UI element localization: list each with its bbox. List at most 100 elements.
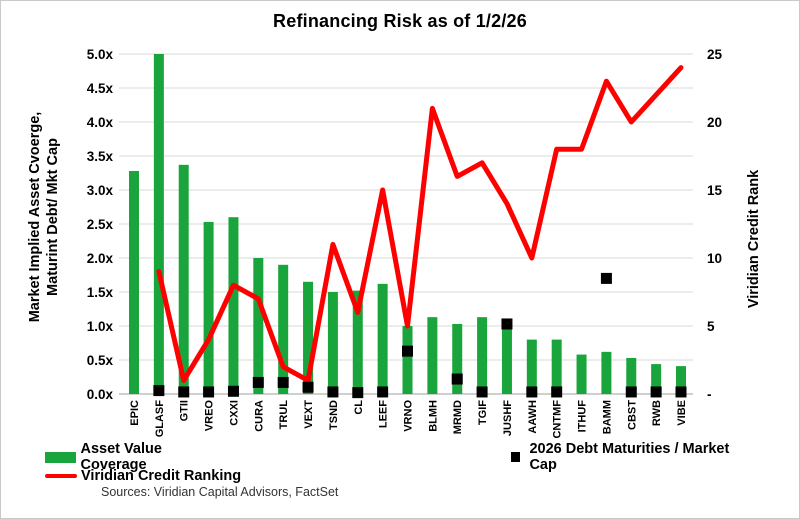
- marker-VEXT: [302, 381, 314, 393]
- x-label-VREO: VREO: [204, 400, 216, 432]
- left-axis-tick: 5.0x: [87, 47, 114, 62]
- x-label-LEEF: LEEF: [378, 400, 390, 428]
- x-label-GLASF: GLASF: [154, 400, 166, 438]
- line-swatch-icon: [45, 474, 77, 478]
- x-label-VRNO: VRNO: [403, 400, 415, 432]
- bar-TRUL: [278, 264, 289, 394]
- x-label-TSND: TSND: [328, 400, 340, 430]
- bar-BAMM: [601, 351, 612, 394]
- right-axis-tick: 5: [707, 319, 715, 334]
- x-label-BLMH: BLMH: [427, 400, 439, 432]
- x-label-VIBE: VIBE: [676, 400, 688, 426]
- marker-TGIF: [476, 386, 488, 398]
- marker-AAWH: [526, 386, 538, 398]
- legend-line-label: Viridian Credit Ranking: [81, 468, 242, 484]
- marker-LEEF: [377, 386, 389, 398]
- x-label-EPIC: EPIC: [129, 400, 141, 426]
- left-axis-tick: 1.5x: [87, 285, 114, 300]
- marker-MRMD: [451, 373, 463, 385]
- right-axis-tick: 20: [707, 115, 722, 130]
- bar-CBST: [626, 357, 637, 394]
- bar-EPIC: [129, 170, 139, 394]
- right-axis-tick: 10: [707, 251, 722, 266]
- x-label-GTII: GTII: [179, 400, 191, 421]
- bar-JUSHF: [501, 322, 512, 394]
- left-axis-title-line2: Maturint Debt/ Mkt Cap: [45, 138, 62, 296]
- credit-ranking-line: [156, 65, 684, 383]
- bar-RWB: [651, 364, 662, 394]
- left-axis-tick: 3.5x: [87, 149, 114, 164]
- bar-LEEF: [377, 283, 388, 394]
- x-label-ITHUF: ITHUF: [577, 400, 589, 433]
- legend-item-asset-value-coverage: Asset Value Coverage: [45, 441, 230, 473]
- right-axis-title: Viridian Credit Rank: [746, 169, 762, 309]
- left-axis-title: Market Implied Asset Cvoerge, Maturint D…: [26, 47, 66, 387]
- right-axis-tick: 15: [707, 183, 723, 198]
- x-label-MRMD: MRMD: [452, 400, 464, 434]
- marker-CBST: [625, 386, 637, 398]
- x-label-JUSHF: JUSHF: [502, 400, 514, 436]
- marker-GLASF: [153, 385, 165, 397]
- legend-scatter-label: 2026 Debt Maturities / Market Cap: [529, 441, 730, 473]
- bar-CNTMF: [551, 339, 562, 394]
- left-axis-tick: 0.0x: [87, 387, 114, 402]
- x-label-BAMM: BAMM: [601, 400, 613, 434]
- bar-CURA: [253, 258, 264, 394]
- marker-CXXI: [227, 385, 239, 397]
- marker-CNTMF: [551, 386, 563, 398]
- bar-VREO: [203, 221, 214, 394]
- left-axis-tick: 4.5x: [87, 81, 114, 96]
- source-note: Sources: Viridian Capital Advisors, Fact…: [101, 485, 339, 499]
- marker-CURA: [252, 376, 264, 388]
- chart-title: Refinancing Risk as of 1/2/26: [273, 11, 527, 31]
- bar-VIBE: [676, 366, 686, 394]
- legend-bar-label: Asset Value Coverage: [80, 441, 162, 473]
- bar-BLMH: [427, 317, 438, 394]
- legend-item-debt-maturities: 2026 Debt Maturities / Market Cap: [510, 441, 757, 473]
- x-label-TGIF: TGIF: [477, 400, 489, 425]
- left-axis-tick: 3.0x: [87, 183, 114, 198]
- x-label-AAWH: AAWH: [527, 400, 539, 434]
- marker-JUSHF: [501, 318, 513, 330]
- bar-ITHUF: [576, 354, 587, 394]
- x-label-CNTMF: CNTMF: [552, 400, 564, 439]
- legend-item-credit-ranking: Viridian Credit Ranking: [45, 468, 241, 484]
- bar-CL: [352, 290, 363, 394]
- bar-VEXT: [303, 281, 314, 394]
- chart-legend: Asset Value Coverage 2026 Debt Maturitie…: [45, 441, 757, 486]
- marker-VREO: [203, 386, 215, 398]
- bar-GTII: [178, 164, 189, 394]
- square-marker-icon: [510, 452, 521, 462]
- x-label-CBST: CBST: [626, 400, 638, 430]
- x-label-TRUL: TRUL: [278, 400, 290, 430]
- x-label-RWB: RWB: [651, 400, 663, 426]
- marker-BAMM: [600, 272, 612, 284]
- bar-GLASF: [153, 54, 164, 394]
- left-axis-tick: 2.5x: [87, 217, 114, 232]
- marker-CL: [352, 387, 364, 399]
- left-axis-tick: 4.0x: [87, 115, 114, 130]
- bar-TGIF: [477, 317, 488, 394]
- marker-VIBE: [675, 386, 687, 398]
- x-label-CURA: CURA: [253, 400, 265, 432]
- marker-GTII: [178, 386, 190, 398]
- bar-TSND: [327, 292, 338, 394]
- left-axis-tick: 0.5x: [87, 353, 114, 368]
- right-axis-tick: 25: [707, 47, 723, 62]
- left-axis-tick: 1.0x: [87, 319, 114, 334]
- x-label-CL: CL: [353, 400, 365, 415]
- x-label-VEXT: VEXT: [303, 400, 315, 429]
- bar-VRNO: [402, 326, 413, 394]
- left-axis-title-line1: Market Implied Asset Cvoerge,: [27, 111, 43, 323]
- bar-AAWH: [526, 339, 537, 394]
- bar-swatch-icon: [45, 451, 77, 463]
- marker-RWB: [650, 386, 662, 398]
- bar-CXXI: [228, 217, 239, 394]
- marker-TRUL: [277, 376, 289, 388]
- x-label-CXXI: CXXI: [228, 400, 240, 426]
- marker-VRNO: [402, 345, 413, 357]
- left-axis-tick: 2.0x: [87, 251, 114, 266]
- right-axis-tick: -: [707, 387, 712, 402]
